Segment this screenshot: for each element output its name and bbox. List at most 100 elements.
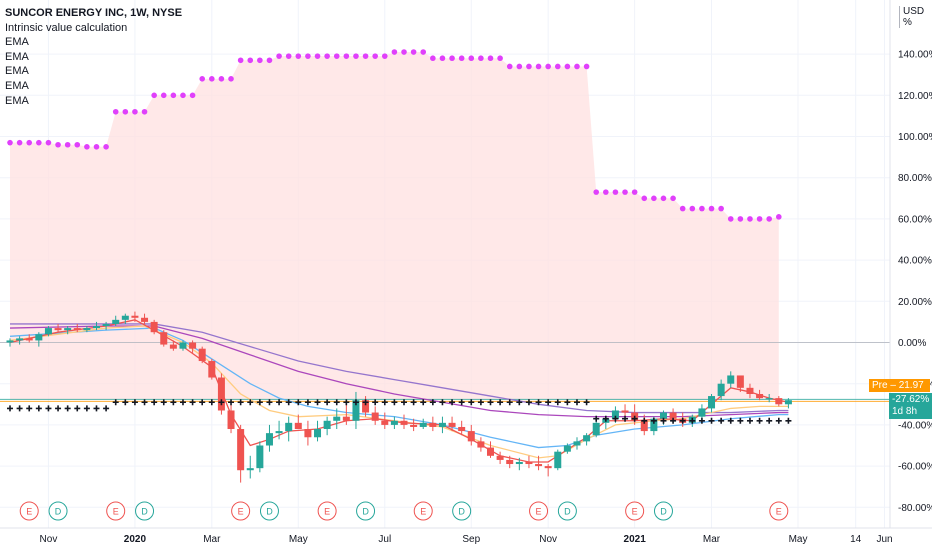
plus-mark <box>766 417 773 424</box>
event-marker <box>653 501 673 521</box>
indicator-ema-5[interactable]: EMA <box>5 94 29 107</box>
candle-body <box>784 400 792 405</box>
intrinsic-dot <box>583 63 590 70</box>
event-marker <box>529 501 549 521</box>
intrinsic-dot <box>324 53 330 59</box>
candle-body <box>438 422 446 427</box>
intrinsic-dot <box>449 55 455 62</box>
candle-body <box>352 400 360 421</box>
intrinsic-dot <box>737 216 744 222</box>
candle-body <box>294 422 302 430</box>
indicator-ema-4[interactable]: EMA <box>5 79 29 92</box>
plus-mark <box>401 399 408 406</box>
intrinsic-dot <box>266 57 273 64</box>
plus-mark <box>218 399 225 406</box>
plus-mark <box>458 399 465 406</box>
intrinsic-dot <box>257 57 263 64</box>
intrinsic-dot <box>305 53 311 59</box>
candle-body <box>371 412 379 421</box>
plus-mark <box>410 399 417 406</box>
intrinsic-dot <box>718 205 724 212</box>
price-tick-label: 100.00% <box>898 132 932 143</box>
plus-mark <box>64 405 71 412</box>
event-label: E <box>420 507 426 517</box>
intrinsic-dot <box>670 195 676 202</box>
symbol-title[interactable]: SUNCOR ENERGY INC, 1W, NYSE <box>5 7 183 19</box>
plus-mark <box>718 417 725 424</box>
plus-mark <box>189 399 196 406</box>
plus-mark <box>660 417 667 424</box>
plus-mark <box>554 399 561 406</box>
plus-mark <box>535 399 542 406</box>
event-label: E <box>238 507 244 517</box>
candle-body <box>458 426 466 432</box>
intrinsic-dot <box>7 139 13 146</box>
intrinsic-dot <box>26 139 33 146</box>
intrinsic-dot <box>112 108 119 115</box>
plus-mark <box>564 399 571 406</box>
intrinsic-dot <box>660 195 667 202</box>
plus-mark <box>573 399 580 406</box>
intrinsic-dot <box>391 49 398 55</box>
candle-body <box>131 315 139 318</box>
candle-body <box>621 410 629 413</box>
intrinsic-dot <box>651 195 657 202</box>
plus-mark <box>285 399 292 406</box>
intrinsic-dot <box>727 216 734 222</box>
time-tick-label: May <box>289 534 308 545</box>
intrinsic-dot <box>189 92 196 99</box>
candle-body <box>16 338 24 341</box>
price-tick-label: 60.00% <box>898 214 932 225</box>
candle-body <box>304 429 312 438</box>
intrinsic-dot <box>295 53 302 59</box>
plus-mark <box>785 417 792 424</box>
event-label: E <box>536 507 542 517</box>
indicator-ema-3[interactable]: EMA <box>5 65 29 78</box>
time-axis[interactable]: Nov 2020 Mar May Jul Sep Nov 2021 Mar May 14 Jun <box>40 534 893 545</box>
candle-body <box>141 317 149 322</box>
plus-mark <box>55 405 62 412</box>
plus-mark <box>391 399 398 406</box>
indicator-ema-1[interactable]: EMA <box>5 36 29 49</box>
candle-body <box>467 431 475 442</box>
plus-mark <box>228 399 235 406</box>
candle-body <box>496 455 504 460</box>
plus-mark <box>516 399 523 406</box>
candle-body <box>169 344 177 349</box>
event-label: E <box>26 507 32 517</box>
plus-mark <box>362 399 369 406</box>
plus-mark <box>429 399 436 406</box>
indicator-intrinsic-value[interactable]: Intrinsic value calculation <box>5 21 128 34</box>
candle-body <box>64 328 72 331</box>
plus-mark <box>256 399 263 406</box>
indicator-ema-2[interactable]: EMA <box>5 50 29 63</box>
intrinsic-dot <box>554 63 561 70</box>
intrinsic-dot <box>689 205 696 212</box>
price-tick-label: 140.00% <box>898 50 932 61</box>
candle-body <box>227 410 235 430</box>
plus-mark <box>276 399 283 406</box>
price-axis[interactable]: 140.00% 120.00% 100.00% 80.00% 60.00% 40.00% 2… <box>898 50 932 514</box>
intrinsic-dot <box>36 139 42 146</box>
plus-mark <box>35 405 42 412</box>
price-tick-label: 120.00% <box>898 91 932 102</box>
intrinsic-dot <box>574 63 580 70</box>
intrinsic-dot <box>170 92 177 99</box>
candle-body <box>573 441 581 446</box>
candle-body <box>390 420 398 425</box>
plus-mark <box>122 399 129 406</box>
currency-selector[interactable]: USD % <box>899 6 932 28</box>
event-marker <box>625 501 645 521</box>
plus-marks <box>7 399 792 424</box>
intrinsic-dot <box>545 63 551 70</box>
intrinsic-dot <box>526 63 532 70</box>
candle-body <box>333 416 341 421</box>
candle-body <box>112 319 120 324</box>
candle-body <box>506 459 514 465</box>
intrinsic-dot <box>372 53 378 59</box>
intrinsic-dot <box>353 53 359 59</box>
plus-mark <box>506 399 513 406</box>
candle-body <box>592 422 600 436</box>
candle-body <box>381 420 389 425</box>
